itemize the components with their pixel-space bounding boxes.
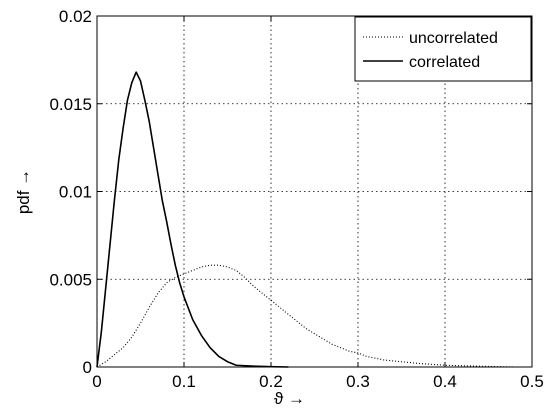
legend-box — [354, 16, 532, 82]
x-tick-label: 0 — [92, 372, 101, 391]
legend-label-uncorrelated: uncorrelated — [409, 30, 498, 47]
y-tick-label: 0.015 — [49, 95, 92, 114]
legend: uncorrelated correlated — [354, 16, 532, 82]
y-tick-label: 0.02 — [59, 7, 92, 26]
series-line-correlated — [96, 71, 289, 368]
grid-lines — [97, 16, 532, 367]
y-tick-label: 0.005 — [49, 270, 92, 289]
x-axis-label: ϑ → — [274, 389, 305, 408]
x-tick-label: 0.3 — [346, 372, 370, 391]
series-line-uncorrelated — [96, 264, 515, 368]
x-tick-label: 0.5 — [520, 372, 544, 391]
axis-ticks: 0 0.1 0.2 0.3 0.4 0.5 0 0.005 0.01 0.015 0.02 — [49, 7, 543, 391]
x-tick-label: 0.1 — [172, 372, 196, 391]
y-axis-label: pdf → — [14, 169, 33, 214]
series-layer — [96, 71, 515, 368]
y-tick-label: 0.01 — [59, 183, 92, 202]
x-tick-label: 0.2 — [259, 372, 283, 391]
y-tick-label: 0 — [83, 358, 92, 377]
x-tick-label: 0.4 — [433, 372, 457, 391]
legend-label-correlated: correlated — [409, 54, 480, 71]
